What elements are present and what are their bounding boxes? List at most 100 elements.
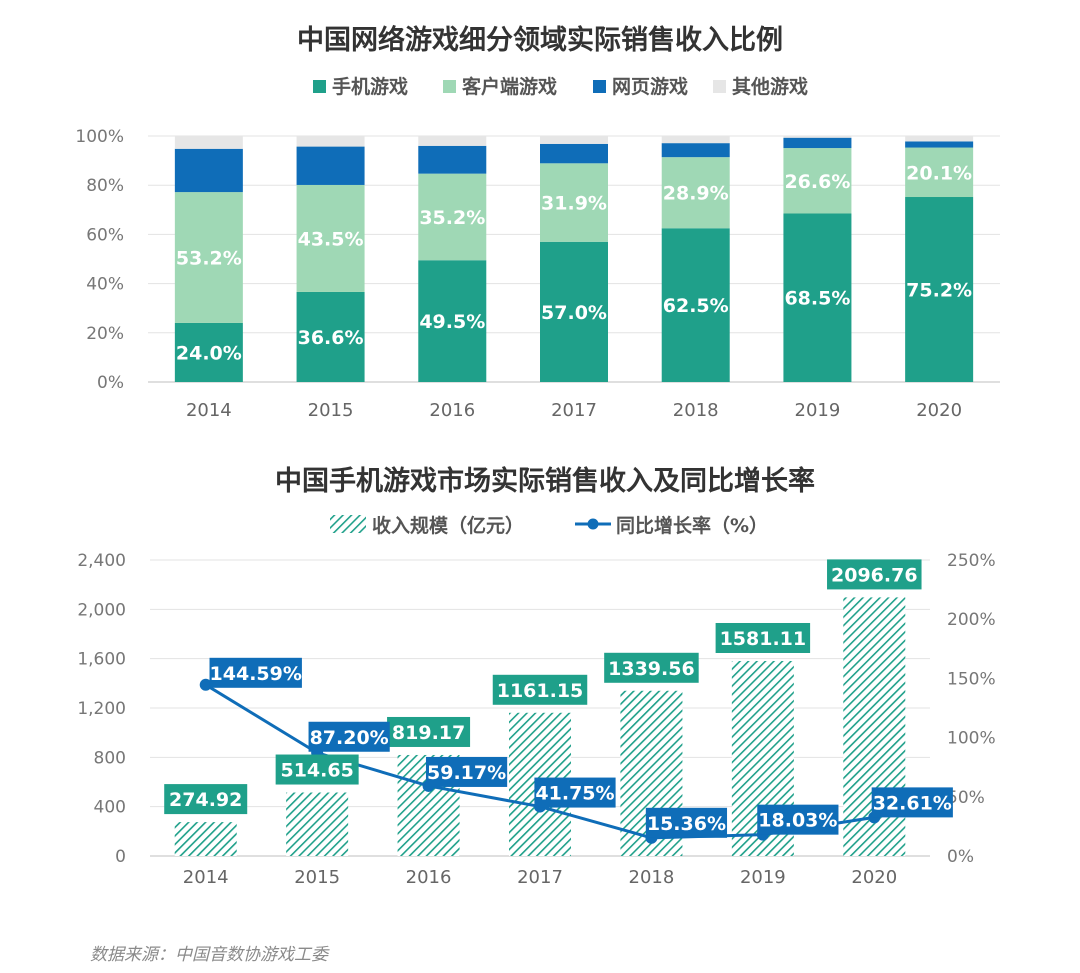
growth-label-box [534, 777, 616, 808]
legend-label-2: 客户端游戏 [462, 75, 557, 98]
y-tick-label: 40% [86, 275, 124, 295]
revenue-label-box [827, 559, 922, 590]
bar-segment [661, 228, 730, 382]
y-tick-label: 0% [97, 373, 124, 393]
growth-label-box [645, 807, 728, 838]
bar-segment [905, 136, 974, 142]
legend-label-revenue: 收入规模（亿元） [372, 514, 524, 537]
y-right-tick-label: 250% [947, 551, 996, 571]
x-tick-label: 2016 [429, 400, 475, 421]
y-tick-label: 100% [75, 127, 124, 147]
bar-segment [174, 192, 243, 323]
legend-swatch-4 [713, 80, 726, 93]
y-right-tick-label: 200% [947, 610, 996, 630]
bar-segment [661, 136, 730, 144]
bar-segment [905, 141, 974, 148]
revenue-bar [174, 822, 237, 856]
bar-segment [418, 136, 487, 146]
data-label: 28.9% [663, 183, 729, 205]
x-tick-label: 2020 [851, 867, 897, 888]
growth-label: 87.20% [310, 727, 389, 749]
legend-swatch-revenue [330, 515, 366, 533]
x-tick-label: 2019 [740, 867, 786, 888]
x-tick-label: 2014 [183, 867, 229, 888]
x-tick-label: 2018 [629, 867, 675, 888]
revenue-label-box [492, 674, 588, 705]
data-label: 57.0% [541, 302, 607, 324]
y-tick-label: 60% [86, 225, 124, 245]
x-tick-label: 2019 [795, 400, 841, 421]
growth-label-box [425, 756, 508, 787]
x-tick-label: 2014 [186, 400, 232, 421]
data-label: 20.1% [906, 162, 972, 184]
data-label: 53.2% [176, 248, 242, 270]
revenue-label-box [275, 754, 359, 785]
y-right-tick-label: 0% [947, 847, 974, 867]
growth-label: 59.17% [427, 762, 506, 784]
revenue-label: 819.17 [392, 722, 465, 744]
bar-segment [905, 147, 974, 198]
bar-segment [296, 184, 365, 292]
bar-segment [540, 136, 608, 144]
data-label: 35.2% [419, 207, 485, 229]
legend-label-4: 其他游戏 [732, 75, 808, 98]
bar-segment [418, 260, 487, 382]
y-left-tick-label: 1,200 [77, 699, 126, 719]
bar-segment [418, 173, 487, 261]
chart1-title: 中国网络游戏细分领域实际销售收入比例 [297, 24, 783, 56]
data-label: 36.6% [298, 327, 364, 349]
revenue-label: 1581.11 [720, 628, 807, 650]
bar-segment [296, 146, 365, 185]
revenue-label-box [164, 784, 248, 815]
x-tick-label: 2015 [294, 867, 340, 888]
x-tick-label: 2017 [551, 400, 597, 421]
revenue-label: 274.92 [169, 789, 242, 811]
bar-segment [174, 322, 243, 382]
growth-label: 41.75% [535, 783, 614, 805]
revenue-label: 1161.15 [497, 680, 584, 702]
data-label: 26.6% [784, 171, 850, 193]
growth-label: 15.36% [647, 813, 726, 835]
data-label: 31.9% [541, 193, 607, 215]
legend-swatch-2 [443, 80, 456, 93]
bar-segment [783, 148, 852, 214]
bar-segment [174, 136, 243, 149]
bar-segment [296, 136, 365, 147]
x-tick-label: 2018 [673, 400, 719, 421]
growth-point [199, 678, 212, 691]
bar-segment [540, 241, 608, 382]
growth-label-box [871, 787, 953, 818]
data-label: 24.0% [176, 342, 242, 364]
legend-swatch-1 [313, 80, 326, 93]
growth-label: 144.59% [210, 663, 302, 685]
revenue-label-box [387, 716, 471, 747]
revenue-bar [286, 792, 349, 856]
bar-segment [783, 136, 852, 138]
x-tick-label: 2020 [916, 400, 962, 421]
bar-segment [783, 137, 852, 149]
bar-segment [418, 145, 487, 174]
data-label: 49.5% [419, 311, 485, 333]
legend-marker-growth [587, 518, 599, 530]
chart2-title: 中国手机游戏市场实际销售收入及同比增长率 [275, 465, 815, 497]
bar-segment [661, 157, 730, 229]
revenue-label: 1339.56 [608, 658, 695, 680]
bar-segment [905, 197, 974, 382]
data-label: 62.5% [663, 295, 729, 317]
legend-swatch-3 [593, 80, 606, 93]
y-tick-label: 20% [86, 324, 124, 344]
y-left-tick-label: 2,400 [77, 551, 126, 571]
legend-label-growth: 同比增长率（%） [616, 514, 768, 537]
x-tick-label: 2016 [406, 867, 452, 888]
data-source-note: 数据来源：中国音数协游戏工委 [90, 945, 328, 965]
y-right-tick-label: 50% [947, 788, 985, 808]
growth-label-box [209, 657, 302, 688]
revenue-label: 2096.76 [831, 564, 918, 586]
x-tick-label: 2017 [517, 867, 563, 888]
bar-segment [540, 163, 608, 242]
y-left-tick-label: 800 [94, 748, 126, 768]
y-left-tick-label: 400 [94, 798, 126, 818]
growth-label: 18.03% [758, 810, 837, 832]
